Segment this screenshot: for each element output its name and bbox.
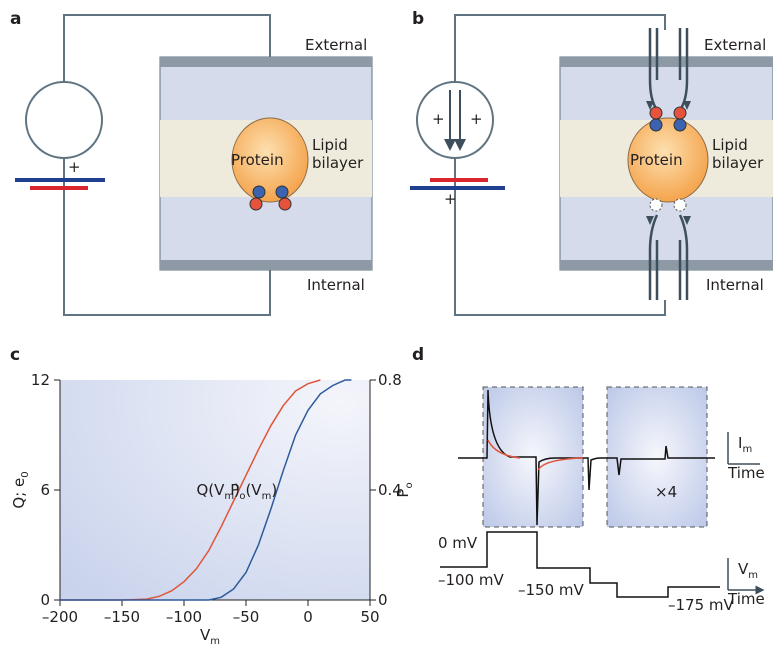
plus-sign: + bbox=[432, 110, 445, 128]
y2-tick-label: 0.8 bbox=[378, 371, 402, 389]
voltage-label: –150 mV bbox=[518, 581, 585, 599]
protein-label: Protein bbox=[231, 151, 284, 169]
bilayer-label: bilayer bbox=[712, 154, 764, 172]
figure: a + Protein Lipid bilayer External Inter… bbox=[0, 0, 773, 654]
voltage-axis-label-sub: m bbox=[748, 570, 758, 581]
voltage-label: –175 mV bbox=[668, 596, 735, 614]
series-label-part: Q(V bbox=[196, 481, 225, 499]
panel-label: a bbox=[10, 9, 21, 29]
panel-label: b bbox=[412, 9, 424, 29]
membrane-edge bbox=[560, 260, 773, 270]
plus-sign: + bbox=[68, 158, 81, 176]
y-axis-label-text: Q; e bbox=[10, 478, 28, 509]
internal-label: Internal bbox=[706, 276, 764, 294]
series-label-part: P bbox=[230, 481, 239, 499]
bilayer-label: bilayer bbox=[312, 154, 364, 172]
y-axis-label-sub: 0 bbox=[20, 471, 31, 477]
y-tick-label: 6 bbox=[40, 481, 50, 499]
voltage-axis-label: Vm bbox=[738, 560, 758, 581]
x-tick-label: –100 bbox=[166, 608, 202, 626]
internal-label: Internal bbox=[307, 276, 365, 294]
x-axis-label: Vm bbox=[200, 626, 220, 647]
scale-label: ×4 bbox=[655, 483, 677, 501]
charge bbox=[650, 107, 662, 119]
protein-label: Protein bbox=[630, 151, 683, 169]
membrane-edge bbox=[560, 57, 773, 67]
panel-label: d bbox=[412, 345, 424, 365]
series-label-part: (V bbox=[245, 481, 262, 499]
x-tick-label: –50 bbox=[233, 608, 260, 626]
external-label: External bbox=[305, 36, 367, 54]
x-tick-label: 50 bbox=[360, 608, 379, 626]
empty-site bbox=[674, 199, 686, 211]
membrane-edge bbox=[160, 260, 372, 270]
x-tick-label: 0 bbox=[303, 608, 313, 626]
charge bbox=[650, 119, 662, 131]
charge bbox=[250, 198, 262, 210]
charge bbox=[674, 119, 686, 131]
lipid-label: Lipid bbox=[712, 136, 748, 154]
series-label-part: m bbox=[262, 491, 272, 502]
membrane-edge bbox=[160, 57, 372, 67]
charge bbox=[279, 198, 291, 210]
voltage-label: –100 mV bbox=[438, 571, 505, 589]
y-tick-label: 0 bbox=[40, 591, 50, 609]
x-tick-label: –200 bbox=[42, 608, 78, 626]
y-axis-label: Q; e0 bbox=[10, 471, 31, 508]
meter bbox=[26, 82, 102, 158]
time-label: Time bbox=[727, 590, 765, 608]
panel-d: d ×4 0 mV –100 mV –150 mV –175 mV Im Tim… bbox=[412, 345, 765, 614]
panel-label: c bbox=[10, 345, 20, 365]
current-label: Im bbox=[738, 434, 752, 455]
panel-a: a + Protein Lipid bilayer External Inter… bbox=[10, 9, 372, 315]
plus-sign: + bbox=[470, 110, 483, 128]
voltage-label: 0 mV bbox=[438, 534, 478, 552]
charge bbox=[253, 186, 265, 198]
time-label: Time bbox=[727, 464, 765, 482]
series-label-part: ) bbox=[271, 481, 277, 499]
panel-b: b + + + Protein Lipid bilayer External I… bbox=[410, 9, 773, 315]
current-label-sub: m bbox=[742, 444, 752, 455]
zoom-box bbox=[607, 387, 707, 527]
y2-axis-label-sub: o bbox=[404, 482, 415, 488]
plus-sign: + bbox=[444, 190, 457, 208]
y2-tick-label: 0 bbox=[378, 591, 388, 609]
charge bbox=[276, 186, 288, 198]
x-tick-label: –150 bbox=[104, 608, 140, 626]
x-axis-label-sub: m bbox=[210, 636, 220, 647]
charge bbox=[674, 107, 686, 119]
external-label: External bbox=[704, 36, 766, 54]
y2-tick-label: 0.4 bbox=[378, 481, 402, 499]
y-tick-label: 12 bbox=[31, 371, 50, 389]
lipid-label: Lipid bbox=[312, 136, 348, 154]
empty-site bbox=[650, 199, 662, 211]
